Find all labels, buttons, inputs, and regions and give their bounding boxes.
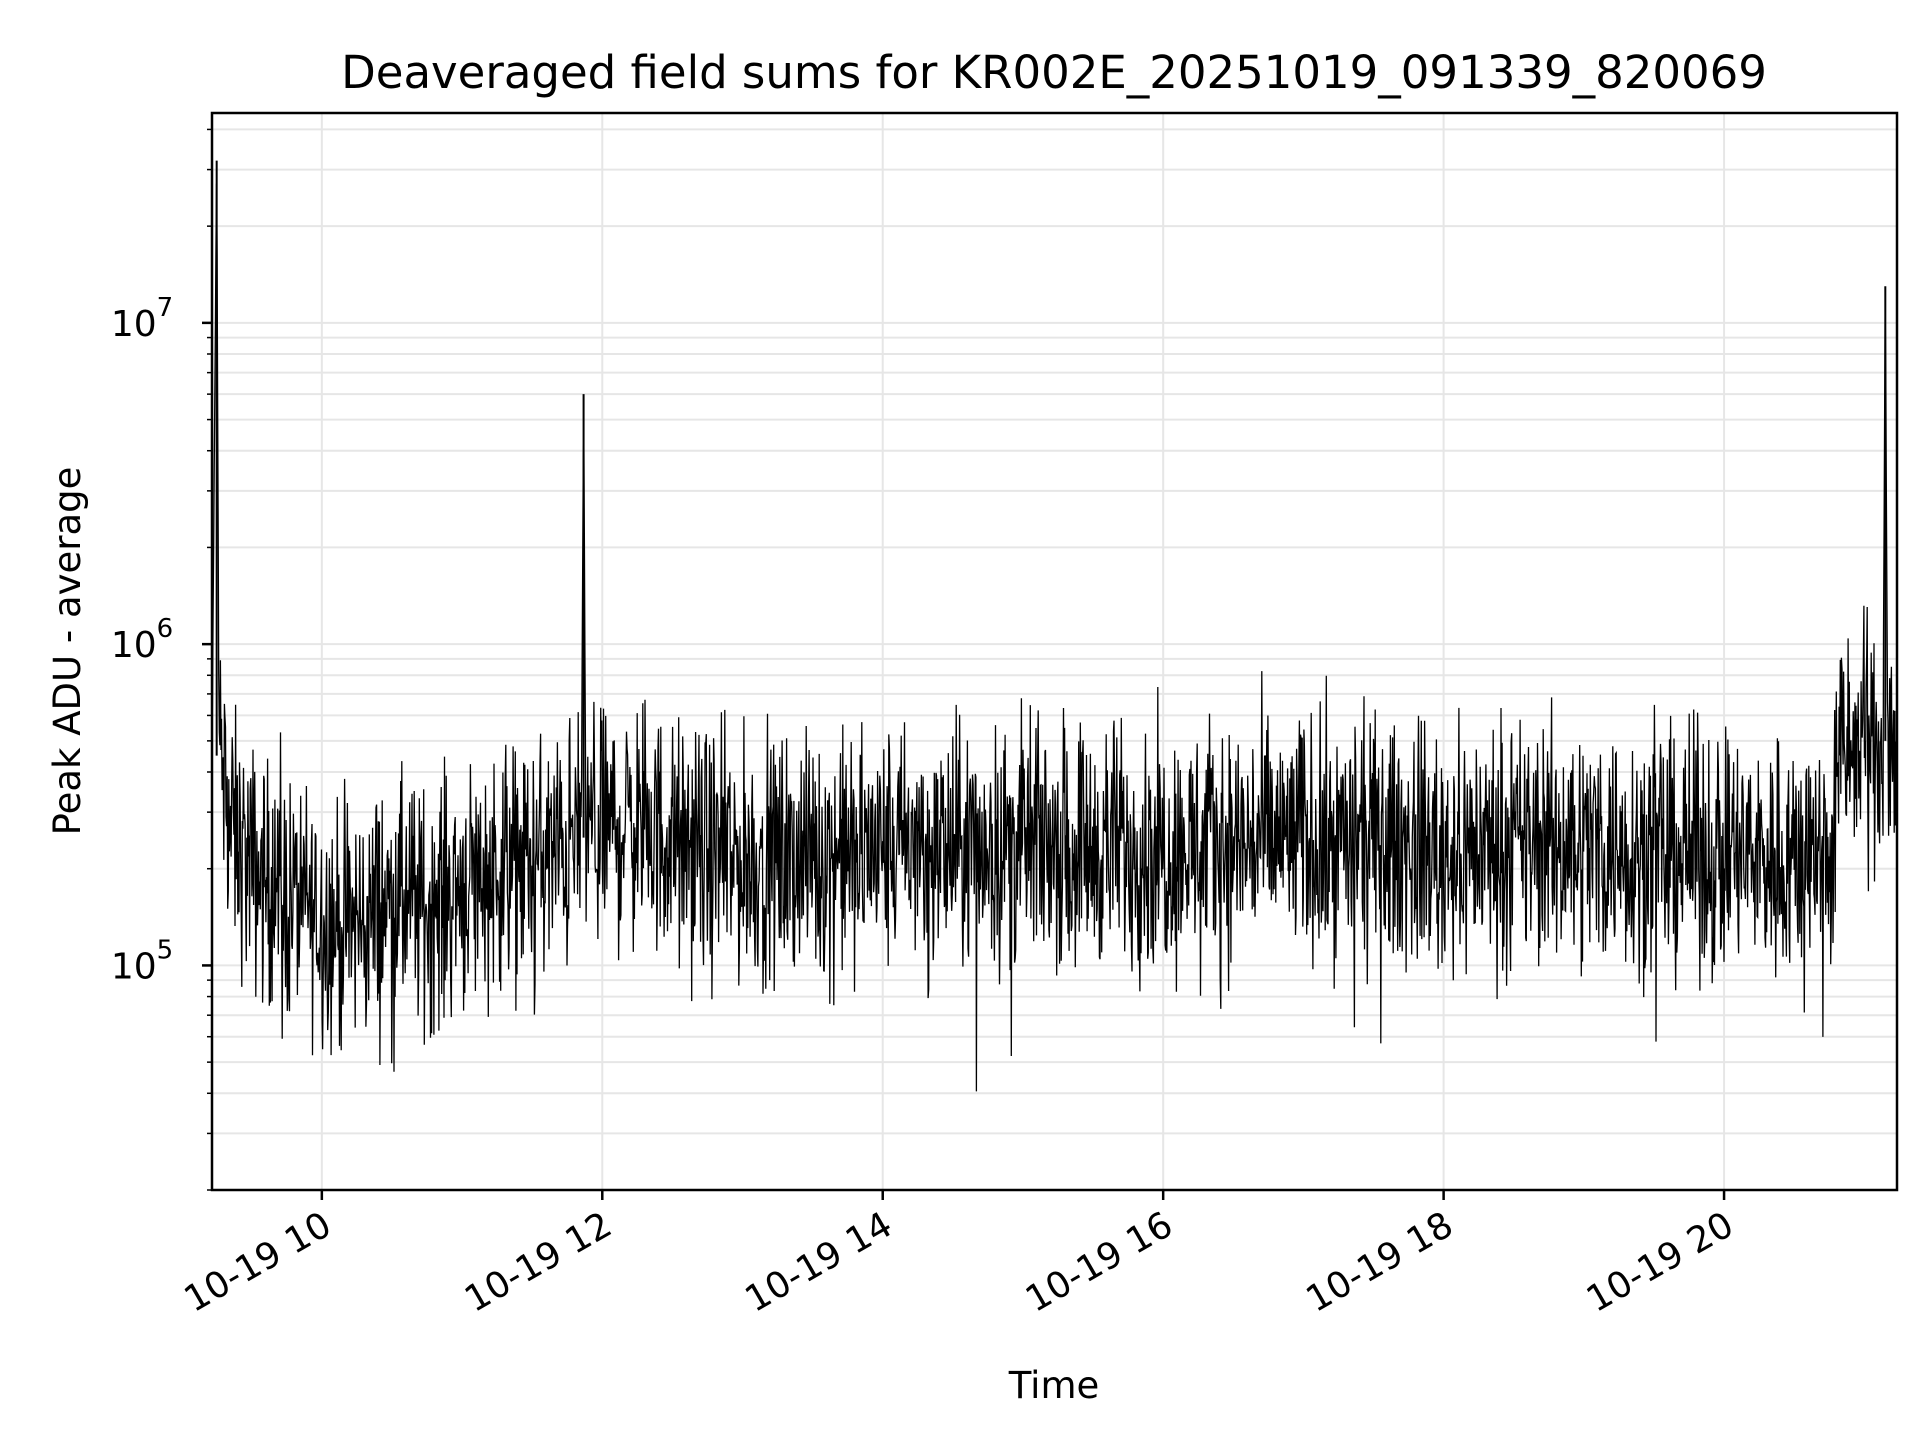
x-axis-label: Time bbox=[1008, 1364, 1100, 1407]
plot-frame bbox=[210, 111, 1899, 1192]
y-tick-label: 107 bbox=[111, 293, 173, 345]
y-tick-label: 105 bbox=[111, 935, 173, 987]
series-line bbox=[211, 183, 1898, 1092]
y-tick-label: 106 bbox=[111, 614, 173, 666]
chart-title: Deaveraged field sums for KR002E_2025101… bbox=[341, 46, 1767, 99]
y-axis-label: Peak ADU - average bbox=[46, 467, 89, 836]
data-line-layer bbox=[211, 160, 1898, 1092]
